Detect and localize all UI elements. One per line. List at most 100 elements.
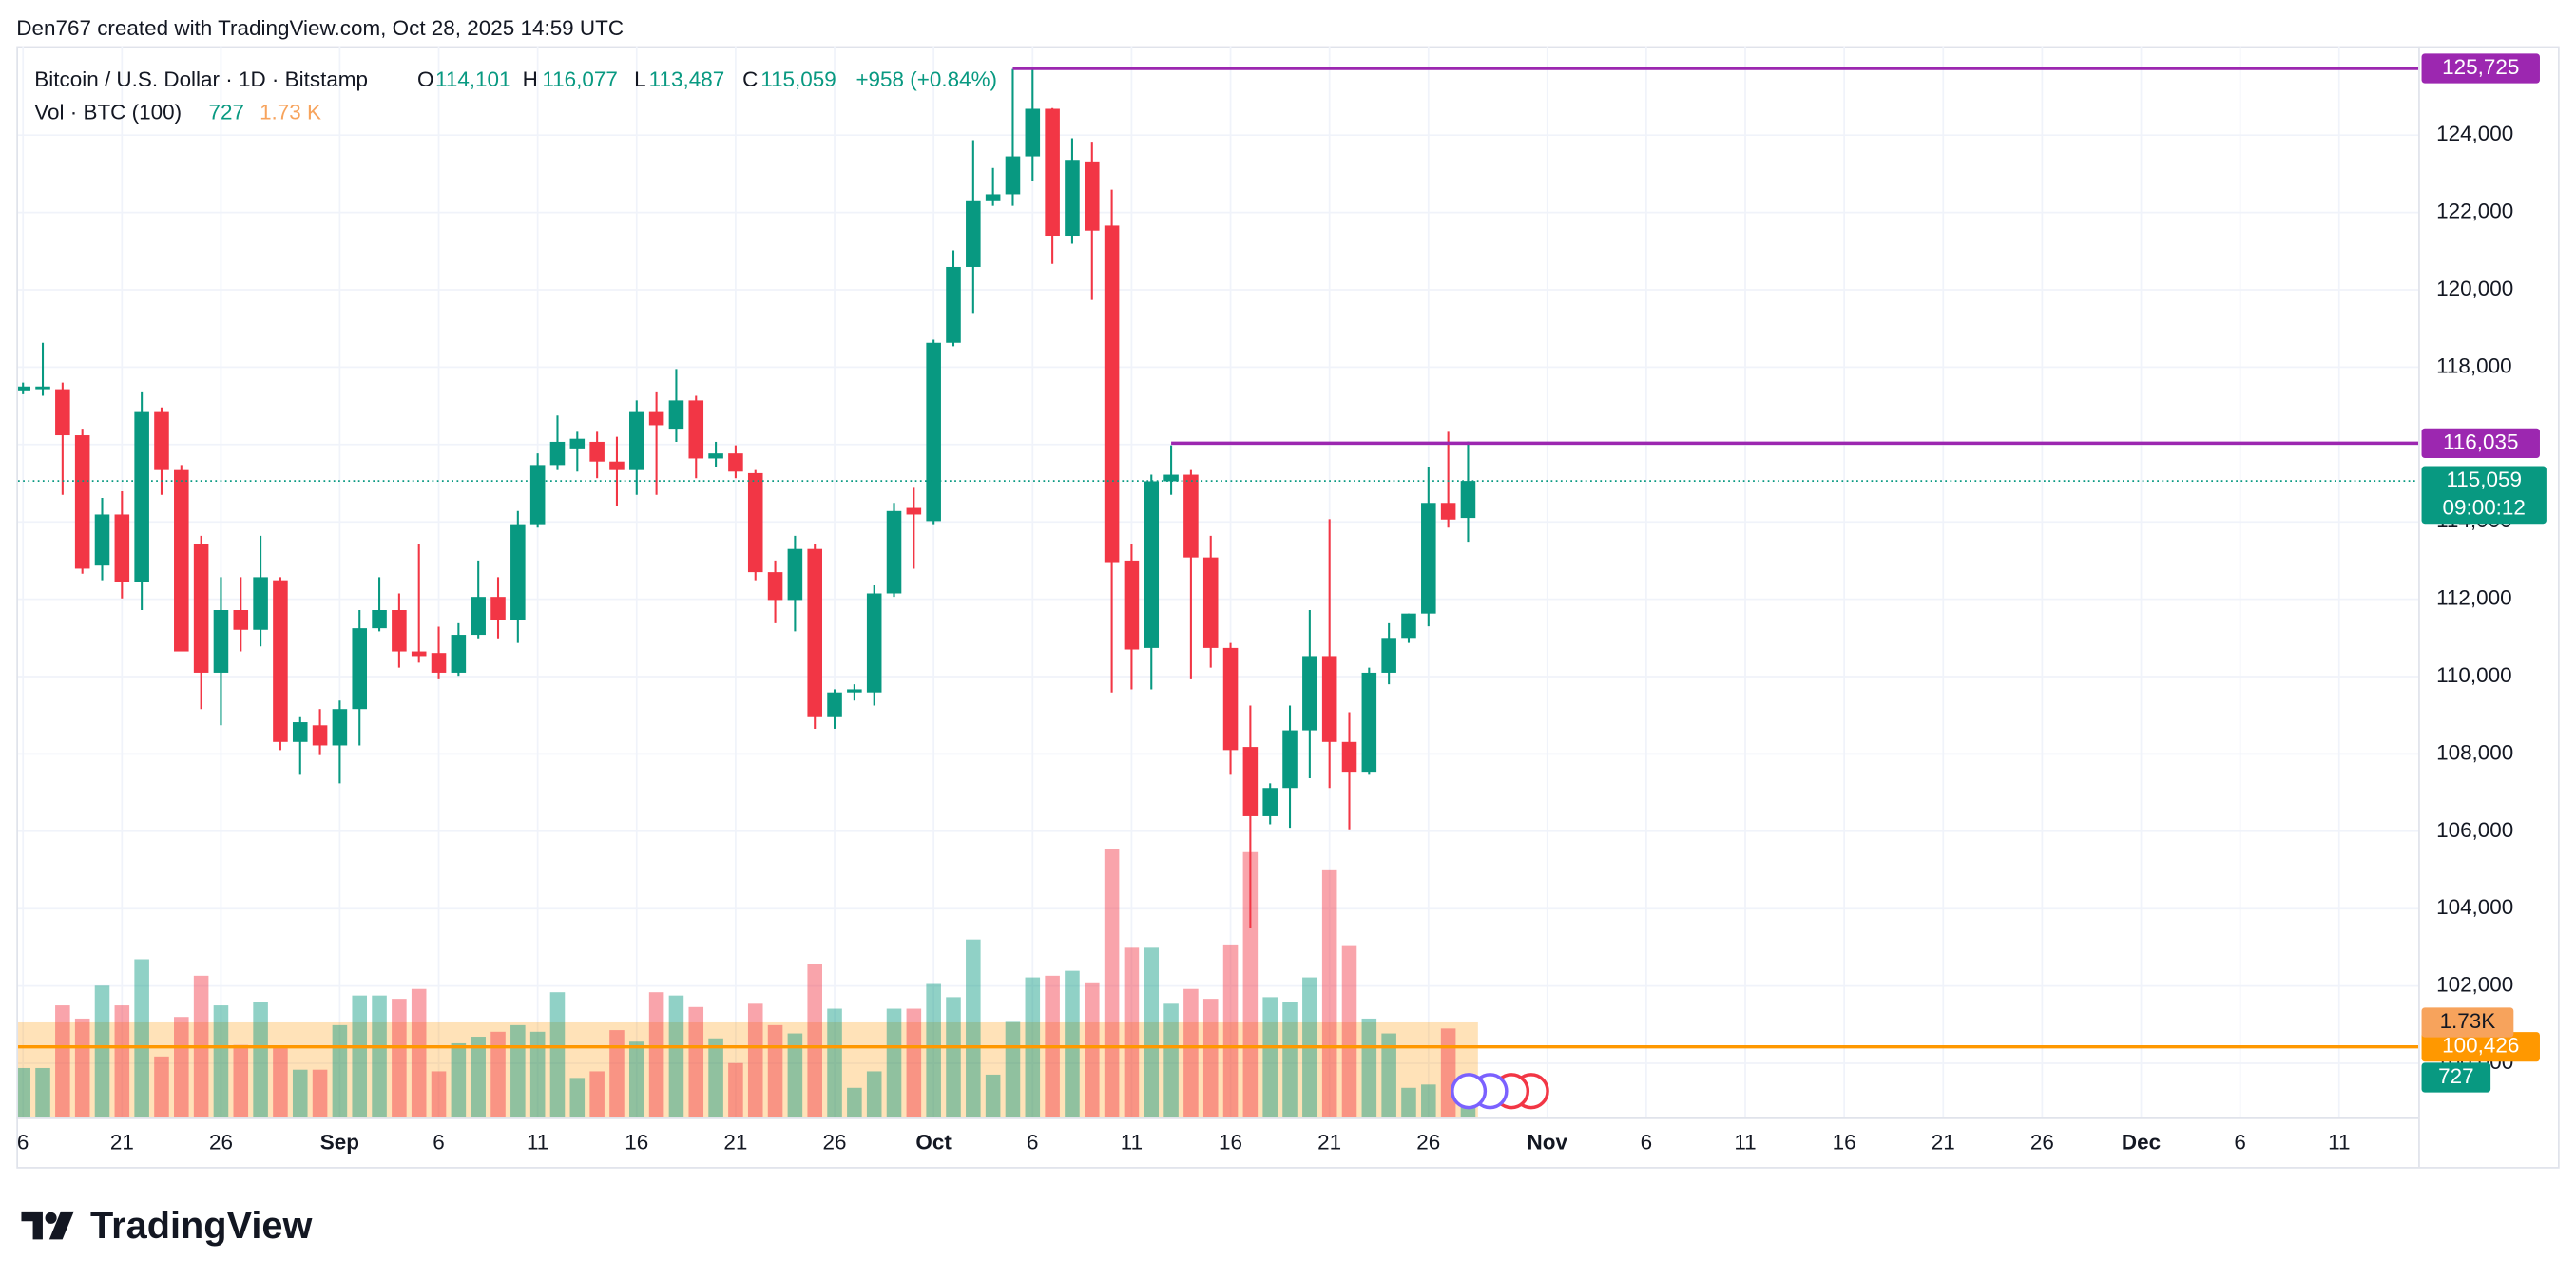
volume-bar — [431, 1071, 447, 1118]
x-tick-label: 6 — [17, 1131, 29, 1155]
logo-mark — [21, 1211, 43, 1240]
candle-body — [589, 441, 605, 462]
legend-volume-title: Vol · BTC (100) — [34, 101, 182, 124]
event-icon — [1451, 1073, 1488, 1110]
volume-ma-label: 1.73K — [2440, 1009, 2496, 1033]
x-tick-label: 21 — [723, 1131, 747, 1155]
volume-bar — [134, 959, 149, 1118]
volume-bar — [549, 992, 566, 1118]
x-tick-label: 26 — [2030, 1131, 2054, 1155]
volume-bar — [332, 1024, 348, 1118]
x-tick-label: 6 — [1027, 1131, 1038, 1155]
volume-bar — [18, 1067, 30, 1118]
candle-body — [926, 342, 941, 522]
x-tick-label: 11 — [1121, 1131, 1143, 1155]
y-tick-label: 110,000 — [2436, 663, 2512, 687]
candle-body — [747, 472, 763, 573]
candle-body — [94, 514, 110, 566]
volume-bar — [1005, 1021, 1021, 1118]
legend-low: 113,487 — [649, 67, 725, 91]
volume-bar — [827, 1008, 842, 1118]
logo-icon — [21, 1211, 74, 1240]
candle-body — [1084, 161, 1100, 231]
candle-body — [807, 548, 822, 717]
volume-bar — [273, 1046, 288, 1118]
volume-bar — [253, 1002, 268, 1118]
volume-bar — [728, 1062, 743, 1118]
x-tick-label: 21 — [1932, 1131, 1955, 1155]
volume-bar — [352, 995, 368, 1118]
candle-body — [1005, 156, 1021, 195]
legend-close: 115,059 — [760, 67, 836, 91]
candle-body — [213, 610, 229, 673]
volume-bar — [609, 1030, 625, 1118]
candle-body — [233, 610, 249, 630]
candle-body — [510, 524, 526, 620]
candle-body — [1401, 613, 1416, 639]
x-tick-label: 11 — [2328, 1131, 2350, 1155]
level-label: 125,725 — [2442, 55, 2519, 79]
volume-bar — [1084, 982, 1100, 1118]
volume-bar — [529, 1031, 546, 1118]
candle-body — [451, 635, 467, 673]
legend-l: L — [634, 67, 645, 91]
candle-body — [352, 628, 368, 710]
candle-body — [1421, 503, 1436, 614]
legend-open: 114,101 — [435, 67, 511, 91]
x-tick-label: 21 — [110, 1131, 134, 1155]
volume-bar — [966, 939, 981, 1118]
volume-last-box — [2421, 1062, 2491, 1093]
volume-bar — [1183, 988, 1199, 1118]
legend-h: H — [523, 67, 538, 91]
x-tick-label: 26 — [209, 1131, 233, 1155]
candle-body — [1222, 647, 1239, 751]
volume-bar — [866, 1071, 882, 1118]
candle-body — [1144, 481, 1160, 648]
volume-bar — [1262, 997, 1278, 1118]
x-tick-label: Sep — [320, 1131, 359, 1155]
candle-body — [688, 400, 704, 459]
volume-bar — [1104, 849, 1120, 1118]
candle-body — [372, 610, 387, 629]
candle-body — [134, 411, 149, 582]
candle-body — [1065, 160, 1080, 237]
candle-body — [847, 689, 862, 693]
level-label-box — [2421, 1032, 2540, 1062]
candle-body — [1341, 741, 1357, 773]
x-tick-label: 16 — [625, 1131, 648, 1155]
candle-body — [1163, 474, 1179, 482]
candle-body — [648, 411, 664, 426]
volume-bar — [767, 1024, 783, 1118]
candle-body — [549, 441, 566, 466]
x-tick-label: 26 — [1416, 1131, 1440, 1155]
last-price-box — [2421, 466, 2547, 525]
x-tick-label: 16 — [1219, 1131, 1242, 1155]
volume-ma-area — [18, 1021, 1478, 1118]
x-tick-label: 11 — [527, 1131, 548, 1155]
legend-high: 116,077 — [542, 67, 618, 91]
volume-bar — [1222, 944, 1239, 1118]
candle-body — [1282, 730, 1298, 789]
x-tick-label: Dec — [2122, 1131, 2161, 1155]
volume-bar — [1341, 945, 1357, 1118]
volume-bar — [886, 1008, 902, 1118]
volume-bar — [35, 1067, 50, 1118]
candle-body — [1202, 557, 1219, 648]
attribution: Den767 created with TradingView.com, Oct… — [16, 16, 624, 40]
candle-body — [866, 593, 882, 693]
candle-body — [1242, 747, 1259, 816]
volume-bar — [926, 983, 941, 1118]
candle-body — [529, 465, 546, 525]
volume-bar — [807, 964, 822, 1118]
volume-bar — [74, 1018, 90, 1118]
candle-body — [332, 709, 348, 746]
candle-body — [35, 386, 50, 390]
y-tick-label: 108,000 — [2436, 740, 2513, 764]
y-tick-label: 102,000 — [2436, 973, 2513, 997]
candle-body — [946, 266, 961, 343]
candle-body — [609, 461, 625, 470]
volume-bar — [233, 1044, 249, 1118]
volume-ma-box — [2421, 1007, 2514, 1038]
candle-body — [886, 510, 902, 594]
